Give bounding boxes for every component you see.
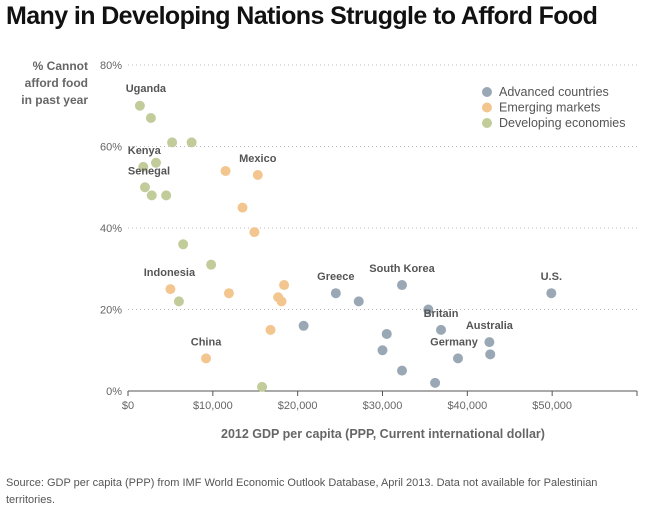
data-point <box>330 288 341 299</box>
legend-item-label: Developing economies <box>499 116 625 130</box>
y-tick-label: 40% <box>100 223 122 235</box>
data-point <box>206 259 217 270</box>
data-point <box>397 365 408 376</box>
data-point <box>138 161 149 172</box>
point-label: Senegal <box>128 165 170 177</box>
y-tick-label: 20% <box>100 305 122 317</box>
x-tick-label: $20,000 <box>278 400 318 412</box>
data-point <box>173 296 184 307</box>
data-point <box>423 304 434 315</box>
legend: Advanced countries Emerging marketsDevelo… <box>482 85 625 130</box>
chart-title: Many in Developing Nations Struggle to A… <box>6 2 598 30</box>
data-point <box>252 170 263 181</box>
x-tick-label: $30,000 <box>363 400 403 412</box>
scatter-chart: % Cannot afford food in past year 0% 20% 40%… <box>21 59 638 441</box>
legend-item-label: Advanced countries <box>499 85 609 99</box>
x-tick-labels: $0 $10,000 $20,000 $30,000 $40,000 $50,000 <box>122 400 572 412</box>
data-point <box>430 377 441 388</box>
point-label: Greece <box>317 271 354 283</box>
x-tick-label: $10,000 <box>193 400 233 412</box>
data-point <box>201 353 212 364</box>
data-point <box>146 190 157 201</box>
point-label: Australia <box>466 320 514 332</box>
data-points <box>134 100 557 392</box>
data-point <box>134 100 145 111</box>
data-point <box>276 296 287 307</box>
y-tick-labels: 0% 20% 40% 60% 80% <box>100 60 122 398</box>
data-point <box>279 280 290 291</box>
point-label: U.S. <box>541 271 562 283</box>
y-axis-label-line: afford food <box>25 76 88 90</box>
gridlines <box>127 64 638 396</box>
source-note: Source: GDP per capita (PPP) from IMF Wo… <box>6 477 598 506</box>
point-label: China <box>191 336 222 348</box>
data-point <box>150 157 161 168</box>
data-point <box>167 137 178 148</box>
data-point <box>377 345 388 356</box>
y-tick-label: 0% <box>106 386 122 398</box>
data-point <box>178 239 189 250</box>
data-point <box>546 288 557 299</box>
point-label: Britain <box>424 308 459 320</box>
data-point <box>165 284 176 295</box>
y-axis-label-line: in past year <box>21 93 88 107</box>
x-axis-label: 2012 GDP per capita (PPP, Current intern… <box>221 427 545 441</box>
data-point <box>453 353 464 364</box>
point-label: Germany <box>430 336 479 348</box>
point-label: Kenya <box>128 145 162 157</box>
data-point <box>397 280 408 291</box>
data-point <box>145 112 156 123</box>
x-tick-label: $40,000 <box>447 400 487 412</box>
data-point <box>381 328 392 339</box>
data-point <box>298 320 309 331</box>
legend-swatch <box>482 118 492 128</box>
legend-item-label: Emerging markets <box>499 101 600 115</box>
data-point <box>257 381 268 392</box>
y-axis-label-line: % Cannot <box>33 59 88 73</box>
point-label: Uganda <box>126 83 167 95</box>
data-point <box>484 337 495 348</box>
data-point <box>436 324 447 335</box>
data-point <box>237 202 248 213</box>
data-point <box>186 137 197 148</box>
point-label: Mexico <box>239 153 277 165</box>
data-point <box>265 324 276 335</box>
data-point <box>223 288 234 299</box>
point-label: Indonesia <box>144 267 196 279</box>
legend-swatch <box>482 102 492 113</box>
y-axis-label: % Cannot afford food in past year <box>21 59 88 107</box>
y-tick-label: 60% <box>100 142 122 154</box>
y-tick-label: 80% <box>100 60 122 72</box>
data-point <box>485 349 496 360</box>
data-point <box>220 165 231 176</box>
x-tick-label: $0 <box>122 400 134 412</box>
data-point <box>161 190 172 201</box>
data-point <box>139 182 150 193</box>
point-label: South Korea <box>369 263 435 275</box>
legend-swatch <box>482 87 492 97</box>
data-point <box>249 227 260 238</box>
x-tick-label: $50,000 <box>532 400 572 412</box>
data-point <box>353 296 364 307</box>
point-labels: Greece South Korea Britain Germany Australia… <box>126 83 562 349</box>
